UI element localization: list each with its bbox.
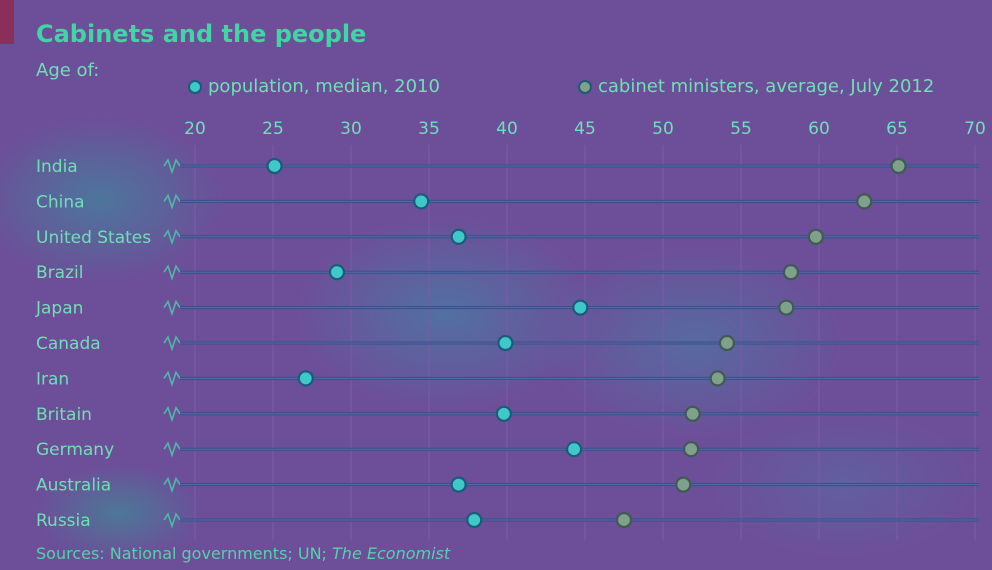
axis-break-icon xyxy=(163,335,181,352)
axis-break-icon xyxy=(163,370,181,387)
ministers-marker xyxy=(709,370,726,387)
axis-break-icon xyxy=(163,512,181,529)
country-label: Australia xyxy=(36,476,111,496)
country-label: Japan xyxy=(35,299,83,319)
population-marker xyxy=(572,299,589,316)
population-marker xyxy=(450,476,467,493)
chart-title: Cabinets and the people xyxy=(36,20,367,48)
country-label: United States xyxy=(36,228,151,248)
population-marker xyxy=(565,441,583,458)
x-tick-label: 40 xyxy=(496,119,518,139)
x-tick-label: 70 xyxy=(964,119,986,139)
country-label: Brazil xyxy=(36,263,83,283)
population-marker xyxy=(266,157,283,175)
ministers-marker xyxy=(778,299,795,316)
population-marker xyxy=(297,370,314,387)
chart-source: Sources: National governments; UN; The E… xyxy=(36,544,450,563)
x-tick-label: 60 xyxy=(808,119,830,139)
ministers-marker xyxy=(782,264,800,281)
source-prefix: Sources: National governments; UN; xyxy=(36,544,333,563)
country-label: Russia xyxy=(36,511,91,531)
country-label: China xyxy=(36,192,85,212)
country-label: Germany xyxy=(36,440,114,460)
axis-break-icon xyxy=(163,228,181,246)
legend-ministers-swatch xyxy=(578,79,592,94)
country-label: Canada xyxy=(36,334,101,354)
ministers-marker xyxy=(718,334,736,352)
chart-subtitle: Age of: xyxy=(36,60,100,81)
population-marker xyxy=(495,405,512,422)
ministers-marker xyxy=(807,228,824,245)
country-label: Iran xyxy=(36,369,69,389)
legend-ministers: cabinet ministers, average, July 2012 xyxy=(578,76,934,97)
axis-break-icon xyxy=(163,193,181,210)
legend-population-label: population, median, 2010 xyxy=(208,76,440,97)
x-tick-label: 30 xyxy=(340,119,362,139)
brand-tab xyxy=(0,0,14,44)
axis-break-icon xyxy=(163,441,181,458)
axis-break-icon xyxy=(163,264,181,281)
ministers-marker xyxy=(615,511,633,529)
axis-break-icon xyxy=(163,476,181,494)
ministers-marker xyxy=(856,193,873,210)
ministers-marker xyxy=(675,476,692,493)
country-label: Britain xyxy=(36,405,92,425)
ministers-marker xyxy=(684,405,701,422)
population-marker xyxy=(413,193,430,210)
axis-break-icon xyxy=(163,299,181,317)
ministers-marker xyxy=(890,157,907,175)
axis-break-icon xyxy=(163,405,181,423)
x-tick-label: 25 xyxy=(262,119,284,139)
ministers-marker xyxy=(682,441,700,458)
x-tick-label: 20 xyxy=(184,119,206,139)
population-marker xyxy=(328,264,346,281)
x-tick-label: 65 xyxy=(886,119,908,139)
x-tick-label: 55 xyxy=(730,119,752,139)
population-marker xyxy=(450,228,467,245)
source-italic: The Economist xyxy=(332,544,451,563)
population-marker xyxy=(466,511,483,529)
legend-ministers-label: cabinet ministers, average, July 2012 xyxy=(598,76,935,97)
legend-population-swatch xyxy=(188,79,202,94)
legend-population: population, median, 2010 xyxy=(188,76,440,97)
axis-break-icon xyxy=(163,158,181,175)
x-tick-label: 45 xyxy=(574,119,596,139)
country-label: India xyxy=(36,157,78,177)
x-tick-label: 35 xyxy=(418,119,440,139)
x-tick-label: 50 xyxy=(652,119,674,139)
population-marker xyxy=(497,334,514,352)
